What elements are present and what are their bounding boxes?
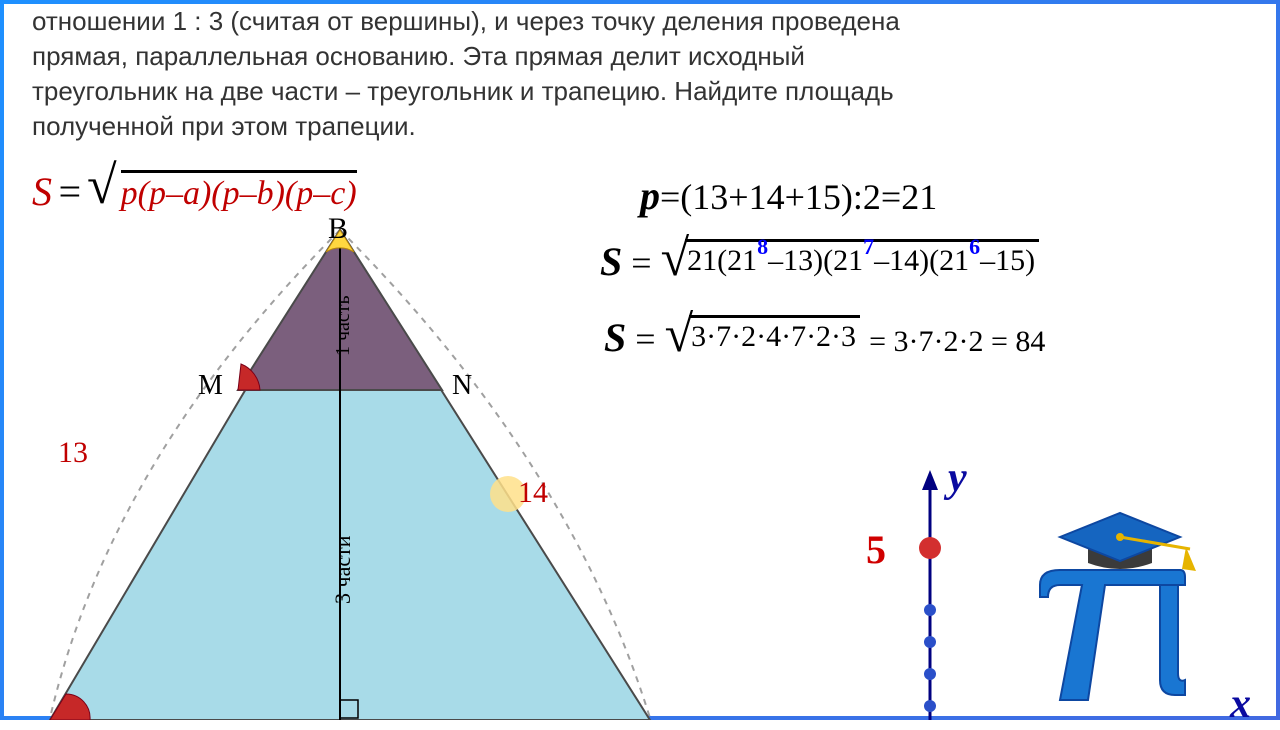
label-M: M [198, 370, 223, 402]
label-x: x [1230, 680, 1251, 728]
y-axis [830, 470, 1030, 730]
label-B: B [328, 212, 348, 246]
label-1part: 1 часть [332, 295, 355, 356]
calc-s2-radicand: 3·7·2·4·7·2·3 [689, 315, 860, 354]
problem-line3: треугольник на две части – треугольник и… [32, 76, 894, 106]
calc-s1-radicand: 21(218–13)(217–14)(216–15) [685, 239, 1039, 278]
problem-line1: отношении 1 : 3 (считая от вершины), и ч… [32, 6, 900, 36]
triangle-diagram [10, 200, 710, 720]
calc-s2-rest: = 3·7·2·2 = 84 [869, 325, 1045, 358]
pi-logo [1010, 505, 1210, 705]
label-14: 14 [518, 476, 548, 510]
label-3parts: 3 части [330, 536, 356, 604]
problem-text: отношении 1 : 3 (считая от вершины), и ч… [32, 4, 1248, 144]
problem-line2: прямая, параллельная основанию. Эта прям… [32, 41, 805, 71]
label-5: 5 [866, 526, 886, 573]
problem-line4: полученной при этом трапеции. [32, 111, 416, 141]
label-13: 13 [58, 436, 88, 470]
label-N: N [452, 370, 472, 402]
label-y: y [948, 454, 967, 502]
